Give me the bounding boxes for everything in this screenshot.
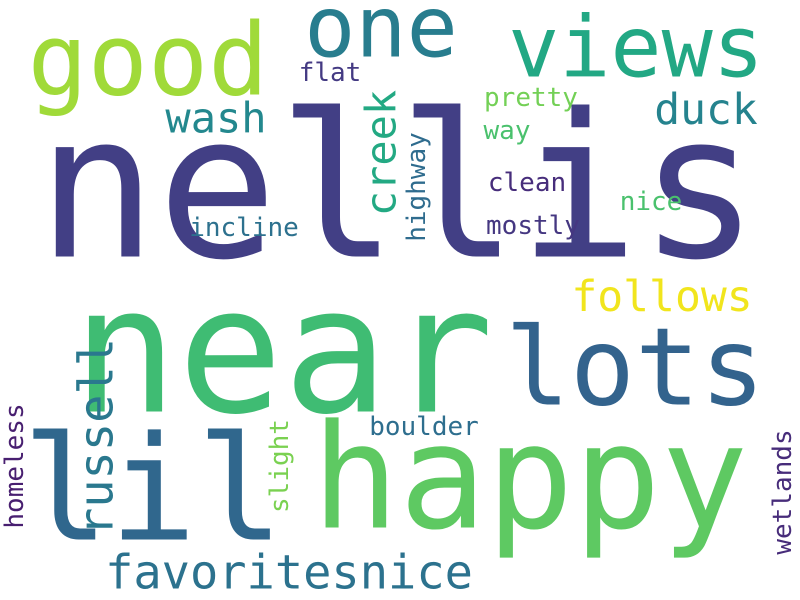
word-near: near: [72, 251, 493, 454]
word-way: way: [484, 116, 531, 146]
word-happy: happy: [312, 394, 749, 563]
word-boulder: boulder: [369, 412, 479, 442]
word-duck: duck: [654, 85, 758, 135]
word-wetlands: wetlands: [768, 429, 798, 554]
word-one: one: [304, 0, 458, 78]
word-slight: slight: [265, 419, 295, 513]
word-flat: flat: [299, 58, 362, 88]
word-good: good: [28, 2, 269, 119]
word-wash: wash: [165, 94, 266, 143]
word-mostly: mostly: [486, 211, 580, 241]
word-creek: creek: [357, 90, 406, 216]
word-lil: lil: [22, 406, 284, 575]
word-highway: highway: [402, 132, 432, 242]
word-views: views: [508, 0, 764, 98]
word-incline: incline: [189, 213, 299, 243]
word-nellis: nellis: [37, 72, 759, 305]
word-clean: clean: [488, 168, 566, 198]
word-pretty: pretty: [484, 83, 578, 113]
word-follows: follows: [571, 272, 752, 322]
word-russell: russell: [70, 338, 125, 536]
word-homeless: homeless: [0, 403, 30, 528]
word-favoritesnice: favoritesnice: [105, 546, 473, 600]
word-nice: nice: [620, 187, 683, 217]
word-lots: lots: [505, 306, 765, 431]
